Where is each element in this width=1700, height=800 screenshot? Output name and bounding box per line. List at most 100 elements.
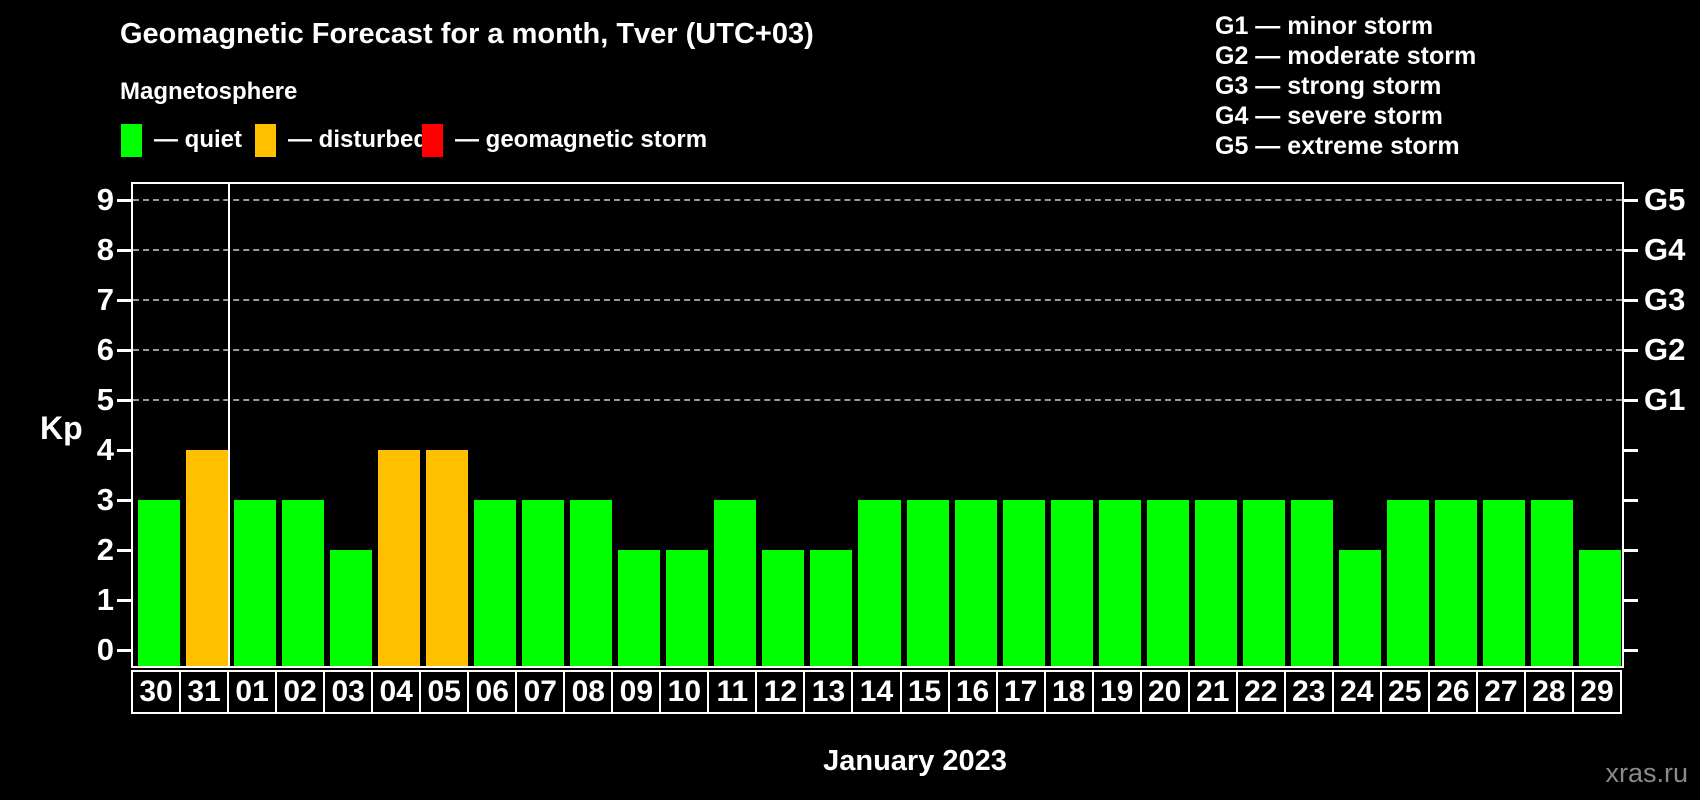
- legend-label-storm: — geomagnetic storm: [455, 126, 708, 153]
- day-cell-24: 24: [1331, 670, 1382, 714]
- y-tick-label-6: 6: [96, 332, 114, 367]
- bar-day-04: [378, 450, 421, 666]
- day-cell-20: 20: [1139, 670, 1190, 714]
- right-tick-kp5: [1624, 399, 1638, 402]
- bar-day-06: [474, 500, 517, 666]
- y-axis-title: Kp: [40, 410, 83, 446]
- day-cell-18: 18: [1043, 670, 1094, 714]
- legend-swatch-disturbed: [255, 123, 276, 157]
- bar-day-07: [522, 500, 565, 666]
- watermark: xras.ru: [1605, 758, 1688, 788]
- right-tick-kp8: [1624, 249, 1638, 252]
- right-axis-label-G3: G3: [1644, 282, 1686, 317]
- x-axis-title: January 2023: [823, 745, 1007, 777]
- day-cell-01: 01: [227, 670, 278, 714]
- right-axis-label-G5: G5: [1644, 182, 1686, 217]
- plot-area: [131, 182, 1624, 668]
- day-cell-31: 31: [179, 670, 230, 714]
- legend-item-disturbed: — disturbed: [255, 122, 428, 158]
- bar-day-25: [1386, 500, 1429, 666]
- legend-label-disturbed: — disturbed: [288, 126, 429, 153]
- bar-day-21: [1194, 500, 1237, 666]
- day-cell-26: 26: [1427, 670, 1478, 714]
- bar-day-14: [858, 500, 901, 666]
- day-cell-11: 11: [707, 670, 758, 714]
- day-cell-19: 19: [1091, 670, 1142, 714]
- bar-day-23: [1290, 500, 1333, 666]
- g-legend-line-G2: G2 — moderate storm: [1215, 42, 1477, 70]
- bar-day-12: [762, 550, 805, 666]
- day-cell-30: 30: [131, 670, 182, 714]
- right-tick-kp2: [1624, 549, 1638, 552]
- day-cell-09: 09: [611, 670, 662, 714]
- day-cell-15: 15: [899, 670, 950, 714]
- bar-day-24: [1338, 550, 1381, 666]
- legend-swatch-quiet: [121, 123, 142, 157]
- bar-day-17: [1002, 500, 1045, 666]
- bar-day-05: [426, 450, 469, 666]
- y-tick-label-0: 0: [96, 632, 114, 667]
- bar-day-29: [1578, 550, 1621, 666]
- bar-day-02: [282, 500, 325, 666]
- bar-day-27: [1482, 500, 1525, 666]
- day-cell-06: 06: [467, 670, 518, 714]
- status-legend: — quiet — disturbed — geomagnetic storm: [0, 122, 1100, 158]
- y-tick-label-2: 2: [96, 532, 114, 567]
- y-tick-label-7: 7: [96, 282, 114, 317]
- left-tick-kp0: [117, 649, 131, 652]
- day-cell-12: 12: [755, 670, 806, 714]
- bar-day-19: [1098, 500, 1141, 666]
- chart-title: Geomagnetic Forecast for a month, Tver (…: [120, 18, 814, 50]
- legend-label-quiet: — quiet: [154, 126, 242, 153]
- bar-day-22: [1242, 500, 1285, 666]
- y-tick-label-9: 9: [96, 182, 114, 217]
- y-tick-label-3: 3: [96, 482, 114, 517]
- day-cell-04: 04: [371, 670, 422, 714]
- bar-day-31: [186, 450, 229, 666]
- bar-day-16: [954, 500, 997, 666]
- legend-swatch-storm: [422, 123, 443, 157]
- y-tick-label-8: 8: [96, 232, 114, 267]
- bar-day-15: [906, 500, 949, 666]
- right-tick-kp1: [1624, 599, 1638, 602]
- right-axis-label-G2: G2: [1644, 332, 1686, 367]
- bar-day-03: [330, 550, 373, 666]
- right-tick-kp0: [1624, 649, 1638, 652]
- right-tick-kp4: [1624, 449, 1638, 452]
- day-cell-17: 17: [995, 670, 1046, 714]
- bar-day-01: [234, 500, 277, 666]
- right-axis-label-G4: G4: [1644, 232, 1686, 267]
- day-cell-22: 22: [1235, 670, 1286, 714]
- left-tick-kp9: [117, 199, 131, 202]
- day-cell-23: 23: [1283, 670, 1334, 714]
- day-cell-13: 13: [803, 670, 854, 714]
- gridline-kp5: [133, 399, 1622, 401]
- legend-item-quiet: — quiet: [121, 122, 242, 158]
- day-cell-21: 21: [1187, 670, 1238, 714]
- right-axis-label-G1: G1: [1644, 382, 1686, 417]
- left-tick-kp8: [117, 249, 131, 252]
- y-tick-label-5: 5: [96, 382, 114, 417]
- right-tick-kp3: [1624, 499, 1638, 502]
- bar-day-13: [810, 550, 853, 666]
- day-cell-07: 07: [515, 670, 566, 714]
- bar-day-10: [666, 550, 709, 666]
- day-cell-27: 27: [1475, 670, 1526, 714]
- day-cell-16: 16: [947, 670, 998, 714]
- day-cell-28: 28: [1523, 670, 1574, 714]
- left-tick-kp7: [117, 299, 131, 302]
- left-tick-kp5: [117, 399, 131, 402]
- day-cell-03: 03: [323, 670, 374, 714]
- legend-item-storm: — geomagnetic storm: [422, 122, 707, 158]
- bar-day-09: [618, 550, 661, 666]
- day-cell-08: 08: [563, 670, 614, 714]
- y-tick-label-1: 1: [96, 582, 114, 617]
- g-scale-legend: G1 — minor storm G2 — moderate storm G3 — …: [1215, 11, 1476, 161]
- day-cell-05: 05: [419, 670, 470, 714]
- g-legend-line-G1: G1 — minor storm: [1215, 12, 1434, 40]
- bar-day-20: [1146, 500, 1189, 666]
- gridline-kp8: [133, 249, 1622, 251]
- right-tick-kp7: [1624, 299, 1638, 302]
- bar-day-11: [714, 500, 757, 666]
